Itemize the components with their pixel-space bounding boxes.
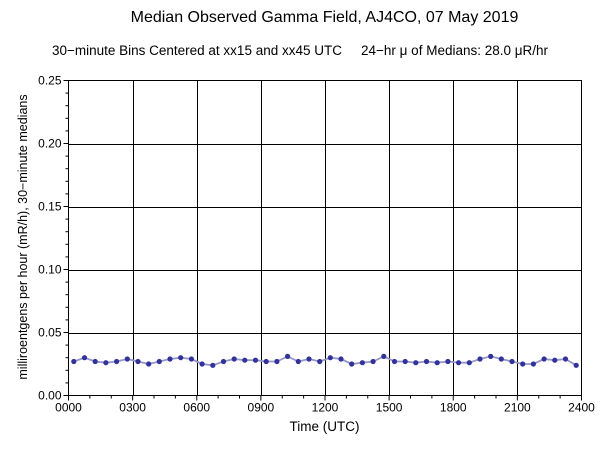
- svg-text:0.15: 0.15: [38, 200, 62, 214]
- svg-text:1500: 1500: [376, 401, 403, 415]
- subtitle-bins-note: 30−minute Bins Centered at xx15 and xx45…: [51, 43, 342, 58]
- svg-text:2400: 2400: [568, 401, 595, 415]
- svg-text:0.00: 0.00: [38, 389, 62, 403]
- x-axis-title: Time (UTC): [289, 419, 360, 434]
- plot-gridlines: [68, 80, 582, 396]
- svg-text:1800: 1800: [440, 401, 467, 415]
- chart-subtitle: 30−minute Bins Centered at xx15 and xx45…: [0, 43, 600, 58]
- svg-text:0600: 0600: [183, 401, 210, 415]
- x-tick-labels: 0000 0300 0600 0900 1200 1500 1800 2100 2400: [55, 401, 595, 415]
- svg-text:0.05: 0.05: [38, 326, 62, 340]
- svg-text:0.10: 0.10: [38, 263, 62, 277]
- y-tick-labels: 0.00 0.05 0.10 0.15 0.20 0.25: [38, 74, 62, 403]
- svg-text:2100: 2100: [504, 401, 531, 415]
- subtitle-mean-of-medians: 24−hr μ of Medians: 28.0 μR/hr: [361, 43, 549, 58]
- svg-text:0.20: 0.20: [38, 137, 62, 151]
- svg-text:0.25: 0.25: [38, 74, 62, 88]
- data-series-markers: [71, 353, 579, 368]
- chart-title: Median Observed Gamma Field, AJ4CO, 07 M…: [130, 9, 519, 26]
- svg-text:0000: 0000: [55, 401, 82, 415]
- svg-text:1200: 1200: [312, 401, 339, 415]
- axis-ticks: [63, 80, 582, 401]
- svg-text:0900: 0900: [248, 401, 275, 415]
- svg-text:0300: 0300: [119, 401, 146, 415]
